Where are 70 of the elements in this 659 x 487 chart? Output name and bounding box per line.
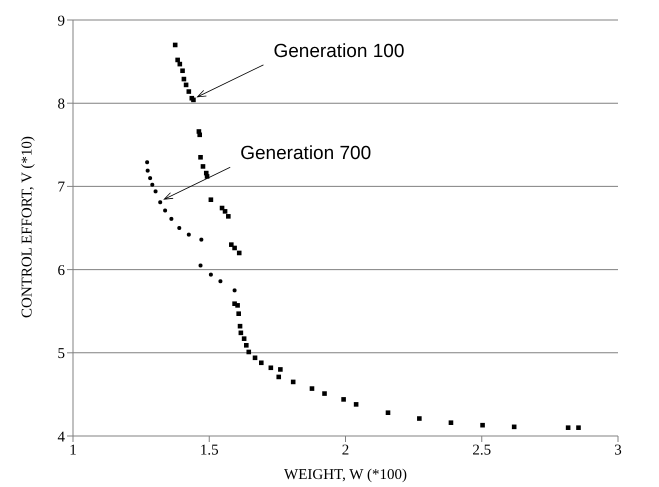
y-tick-label: 5: [58, 346, 65, 362]
point: [341, 397, 346, 402]
point: [244, 343, 249, 348]
point: [238, 330, 244, 336]
point: [222, 209, 228, 214]
y-tick-label: 7: [58, 180, 66, 196]
x-tick-label: 2: [342, 442, 350, 459]
point: [148, 176, 152, 180]
point: [169, 216, 174, 221]
point: [186, 232, 191, 237]
point: [197, 132, 202, 138]
point: [208, 272, 213, 277]
annotation: Generation 100: [273, 40, 404, 62]
point: [186, 89, 192, 94]
point: [172, 42, 178, 48]
x-tick-label: 3: [614, 442, 622, 459]
point: [146, 168, 150, 173]
point: [200, 164, 206, 169]
point: [268, 365, 274, 370]
point: [278, 367, 283, 372]
point: [198, 263, 203, 268]
point: [232, 246, 237, 250]
point: [480, 422, 485, 428]
point: [576, 425, 581, 430]
point: [150, 182, 154, 187]
point: [220, 206, 224, 210]
point: [354, 402, 358, 407]
y-tick-label: 6: [58, 262, 66, 279]
point: [246, 350, 252, 354]
point: [566, 425, 570, 430]
point: [236, 250, 242, 256]
point: [180, 68, 185, 74]
point: [184, 82, 188, 88]
point: [208, 197, 214, 202]
x-tick-label: 1.5: [200, 442, 219, 459]
point: [236, 311, 241, 316]
point: [145, 160, 150, 164]
point: [175, 58, 180, 62]
point: [252, 355, 258, 360]
y-tick-label: 4: [58, 429, 66, 446]
point: [235, 303, 240, 308]
point: [177, 226, 182, 230]
point: [232, 288, 237, 292]
point: [512, 424, 516, 430]
point: [276, 374, 282, 380]
point: [386, 410, 390, 416]
point: [242, 336, 246, 341]
y-tick-label: 8: [58, 96, 65, 113]
point: [178, 62, 182, 66]
point: [199, 238, 204, 242]
y-tick-label: 9: [58, 13, 65, 30]
point: [417, 416, 422, 421]
point: [448, 420, 454, 425]
point: [154, 189, 158, 194]
x-tick-label: 1: [69, 442, 77, 459]
point: [218, 279, 222, 284]
point: [322, 391, 327, 396]
point: [310, 386, 314, 391]
annotation: Generation 700: [240, 143, 372, 164]
x-tick-label: 2.5: [472, 442, 492, 459]
point: [182, 76, 186, 82]
y-axis-title: CONTROL EFFORT, V (*10): [19, 136, 36, 318]
point: [198, 154, 203, 160]
point: [238, 324, 242, 328]
point: [163, 208, 168, 213]
point: [226, 214, 231, 219]
x-axis-title: WEIGHT, W (*100): [284, 467, 407, 483]
point: [258, 360, 264, 366]
point: [290, 380, 296, 384]
point: [158, 200, 162, 204]
